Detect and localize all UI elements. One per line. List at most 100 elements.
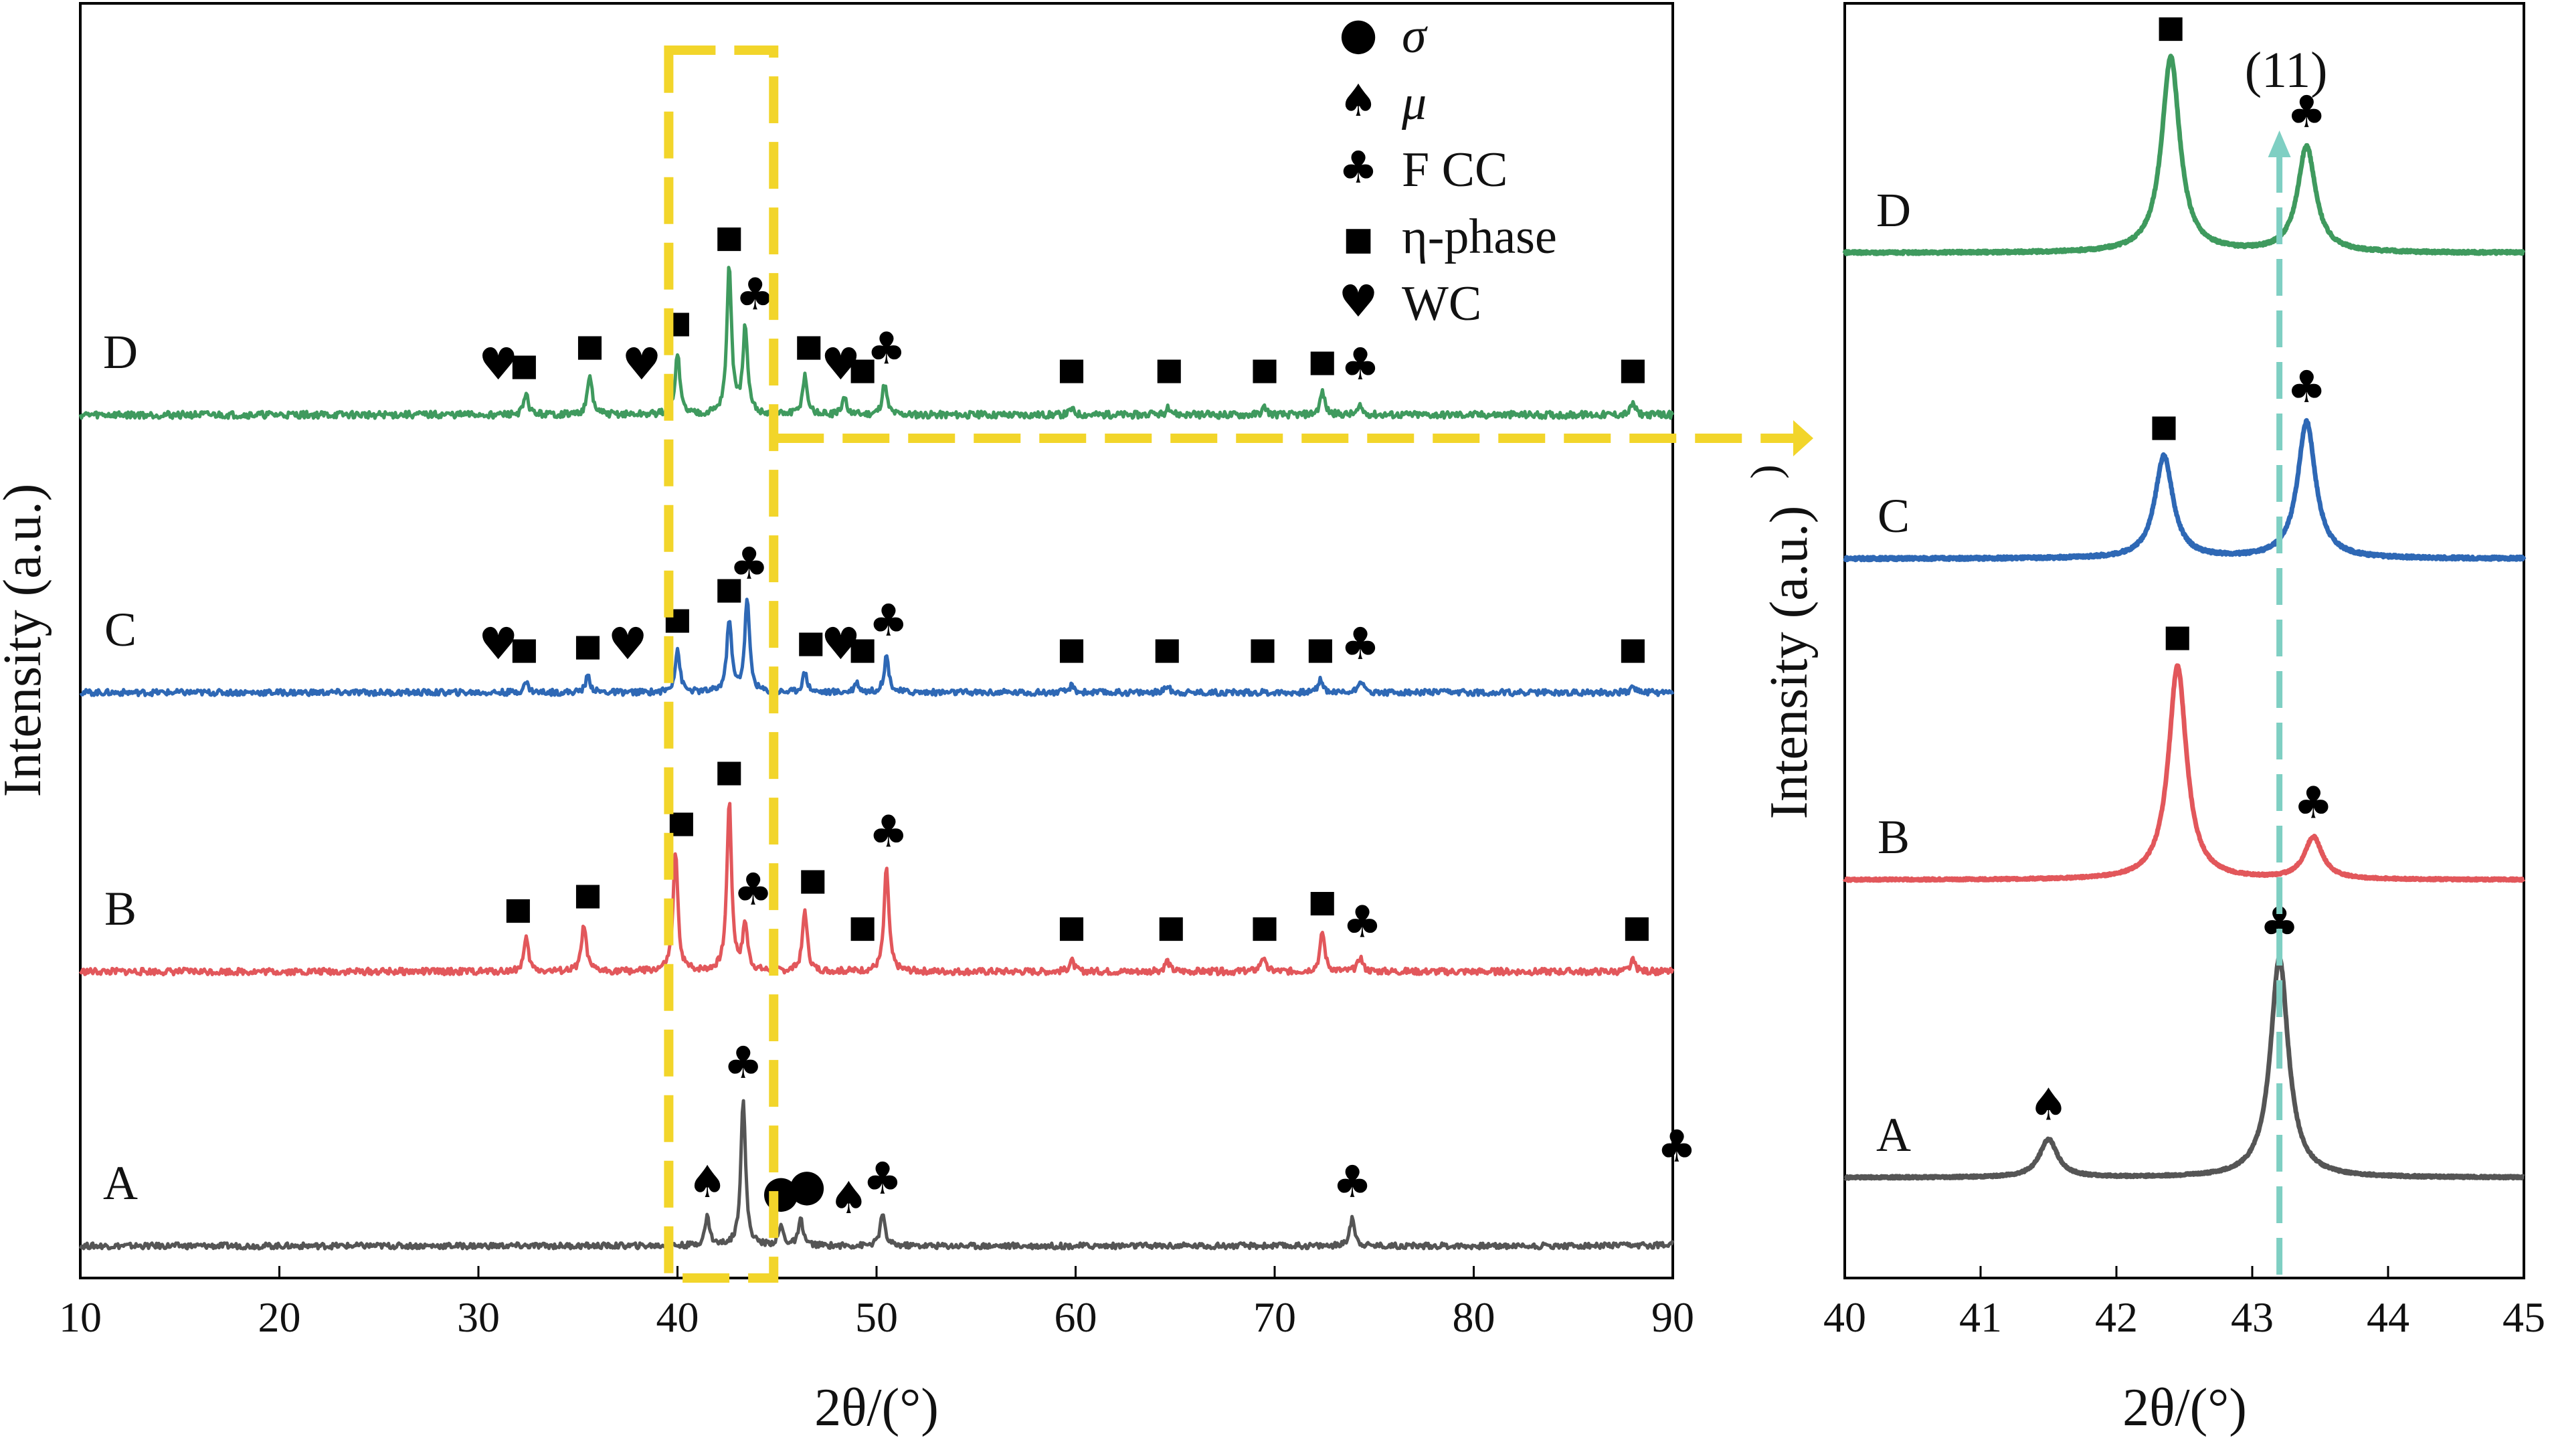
- right-phase-markers: A♠♣B■♣C■♣D■♣: [1876, 9, 2333, 1162]
- phase-marker-phase: ■: [1623, 908, 1651, 944]
- x-tick-label: 50: [855, 1293, 898, 1341]
- x-tick-label: 43: [2231, 1293, 2274, 1341]
- phase-marker-phase: ■: [715, 570, 743, 606]
- phase-marker-phase: ■: [1153, 630, 1182, 666]
- phase-marker-wc: ♥: [478, 618, 518, 670]
- phase-marker-phase: ■: [1619, 351, 1647, 387]
- phase-marker-fcc: ♣: [729, 538, 769, 589]
- right-plot-frame: [1843, 2, 2525, 1279]
- phase-marker-: ●: [788, 1160, 826, 1211]
- phase-marker-phase: ■: [573, 876, 602, 912]
- phase-marker-fcc: ♣: [862, 1153, 902, 1204]
- phase-marker-: ♠: [829, 1172, 869, 1224]
- phase-marker-wc: ♥: [821, 339, 860, 390]
- phase-marker-phase: ■: [848, 630, 877, 666]
- series-line-d: [78, 266, 1675, 420]
- zoom-series-line-b: [1842, 663, 2526, 883]
- phase-marker-fcc: ♣: [869, 595, 908, 646]
- left-series-group: [78, 266, 1675, 1251]
- zoom-series-line-a: [1843, 955, 2526, 1181]
- phase-marker-phase: ■: [1155, 351, 1184, 387]
- phase-marker-phase: ■: [1306, 630, 1335, 666]
- phase-marker-fcc: ♣: [1332, 1156, 1372, 1208]
- legend: ● σ ♠ μ ♣ F CC ■ η-phase ♥ WC: [1338, 8, 1556, 331]
- phase-marker-phase: ■: [1057, 630, 1086, 666]
- x-tick-label: 42: [2095, 1293, 2138, 1341]
- x-tick-label: 41: [1959, 1293, 2002, 1341]
- series-line-a: [78, 1099, 1675, 1251]
- zoom-phase-marker-phase: ■: [2163, 618, 2192, 654]
- phase-marker-wc: ♥: [478, 339, 518, 390]
- left-x-axis-title: 2θ/(°): [814, 1378, 939, 1437]
- x-tick-label: 10: [59, 1293, 102, 1341]
- x-tick-label: 70: [1253, 1293, 1296, 1341]
- zoom-series-label-b: B: [1878, 810, 1910, 864]
- right-y-axis-title: Intensity (a.u.): [1760, 506, 1819, 820]
- legend-symbol-f-cc: ♣: [1338, 142, 1378, 193]
- legend-symbol-: ●: [1339, 8, 1378, 60]
- phase-marker-phase: ■: [1250, 908, 1279, 944]
- left-phase-markers: A ♠♣●● ♠♣ ♣♣B ■ ■■■♣ ■■♣■ ■ ■■ ♣ ■C ♥■ ■ ♥ ■■♣■♥■♣■ ■ ■ ■…: [103, 219, 1697, 1224]
- phase-marker-phase: ■: [1157, 908, 1186, 944]
- series-label-b: B: [104, 882, 136, 935]
- zoom-series-line-d: [1842, 54, 2526, 256]
- series-label-a: A: [103, 1156, 138, 1210]
- zoom-series-line-c: [1843, 418, 2527, 563]
- reference-line: (11): [2245, 42, 2328, 1275]
- phase-marker-phase: ■: [1248, 630, 1277, 666]
- phase-marker-phase: ■: [794, 327, 823, 363]
- x-tick-label: 44: [2367, 1293, 2409, 1341]
- phase-marker-fcc: ♣: [1340, 618, 1380, 670]
- x-tick-label: 60: [1055, 1293, 1097, 1341]
- phase-marker-: ♠: [688, 1156, 727, 1208]
- phase-marker-phase: ■: [1057, 908, 1086, 944]
- phase-marker-fcc: ♣: [733, 864, 773, 915]
- x-tick-label: 80: [1453, 1293, 1495, 1341]
- right-x-axis: 40 41 42 43 44 45: [1823, 1266, 2545, 1341]
- series-label-d: D: [103, 325, 138, 379]
- phase-marker-wc: ♥: [821, 618, 860, 670]
- series-label-c: C: [104, 603, 136, 656]
- x-tick-label: 40: [1823, 1293, 1866, 1341]
- phase-marker-phase: ■: [796, 624, 825, 660]
- legend-symbol-phase: ■: [1343, 220, 1373, 258]
- x-tick-label: 30: [457, 1293, 500, 1341]
- series-line-c: [79, 598, 1675, 697]
- phase-marker-fcc: ♣: [1657, 1121, 1696, 1172]
- phase-marker-fcc: ♣: [723, 1037, 763, 1089]
- x-tick-label: 20: [258, 1293, 301, 1341]
- phase-marker-phase: ■: [504, 890, 533, 926]
- phase-marker-phase: ■: [1250, 351, 1279, 387]
- phase-marker-: ●: [761, 1166, 800, 1217]
- zoom-phase-marker-: ♠: [2029, 1079, 2068, 1130]
- phase-marker-phase: ■: [848, 351, 877, 387]
- legend-label-f-cc: F CC: [1402, 143, 1508, 197]
- x-tick-label: 90: [1651, 1293, 1694, 1341]
- phase-marker-phase: ■: [1619, 630, 1647, 666]
- phase-marker-fcc: ♣: [867, 323, 906, 375]
- zoom-series-label-d: D: [1876, 183, 1911, 237]
- x-tick-label: 40: [656, 1293, 699, 1341]
- zoom-phase-marker-phase: ■: [2156, 9, 2185, 45]
- phase-marker-wc: ♥: [622, 339, 661, 390]
- x-tick-label: 45: [2502, 1293, 2545, 1341]
- phase-marker-fcc: ♣: [1342, 896, 1382, 947]
- reference-arrow-head: [2268, 130, 2291, 157]
- left-y-axis-title: Intensity (a.u.): [0, 484, 52, 798]
- legend-symbol-wc: ♥: [1338, 276, 1378, 327]
- phase-marker-phase: ■: [798, 861, 827, 897]
- zoom-phase-marker-fcc: ♣: [2287, 361, 2327, 413]
- phase-marker-phase: ■: [1308, 343, 1337, 379]
- reference-label: (11): [2245, 42, 2328, 98]
- highlight-box: [664, 46, 779, 1283]
- legend-label-: μ: [1401, 76, 1427, 130]
- zoom-phase-marker-fcc: ♣: [2294, 777, 2333, 828]
- phase-marker-fcc: ♣: [1340, 339, 1380, 390]
- phase-marker-phase: ■: [1308, 883, 1337, 919]
- phase-marker-fcc: ♣: [735, 268, 775, 320]
- phase-marker-wc: ♥: [608, 618, 648, 670]
- series-line-b: [78, 802, 1675, 977]
- right-x-axis-title: 2θ/(°): [2122, 1378, 2247, 1437]
- highlight-arrow-head: [1793, 420, 1813, 456]
